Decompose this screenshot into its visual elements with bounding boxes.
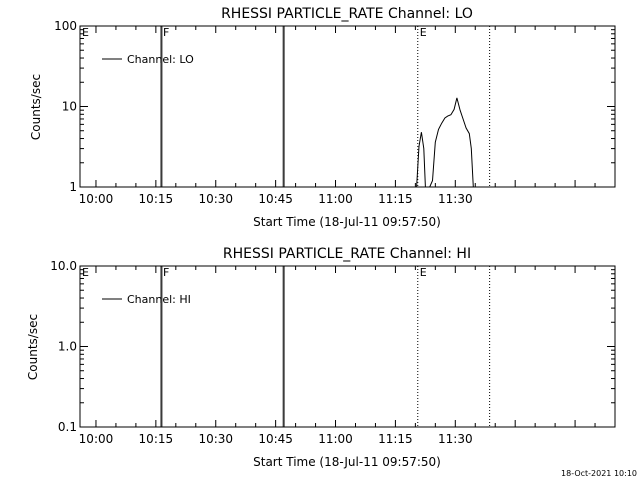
x-tick-label: 10:00 — [79, 432, 114, 446]
x-tick-label: 10:45 — [258, 192, 293, 206]
event-marker-label: F — [163, 26, 169, 39]
event-marker-label: E — [420, 266, 427, 279]
plot-frame — [79, 265, 616, 428]
x-tick-label: 11:00 — [318, 432, 353, 446]
x-tick-label: 11:30 — [438, 432, 473, 446]
x-tick-label: 10:15 — [139, 192, 174, 206]
event-marker-label: E — [82, 266, 89, 279]
event-marker-label: F — [163, 266, 169, 279]
y-tick-label: 1 — [69, 180, 77, 194]
event-marker-label: E — [82, 26, 89, 39]
series-line — [416, 97, 474, 188]
plot-frame — [79, 25, 616, 188]
y-tick-label: 10 — [62, 100, 77, 114]
y-axis-label: Counts/sec — [29, 74, 43, 140]
chart-title: RHESSI PARTICLE_RATE Channel: HI — [223, 246, 471, 262]
y-axis-label: Counts/sec — [26, 314, 40, 380]
x-tick-label: 10:30 — [198, 192, 233, 206]
chart-lo-channel: RHESSI PARTICLE_RATE Channel: LO Start T… — [29, 6, 616, 229]
y-tick-label: 10.0 — [50, 259, 77, 273]
chart-hi-channel: RHESSI PARTICLE_RATE Channel: HI Start T… — [26, 246, 616, 469]
y-tick-label: 0.1 — [58, 420, 77, 434]
legend-label: Channel: HI — [127, 293, 191, 306]
y-tick-label: 100 — [54, 19, 77, 33]
x-axis-label: Start Time (18-Jul-11 09:57:50) — [253, 455, 441, 469]
event-marker-label: E — [420, 26, 427, 39]
footer-timestamp: 18-Oct-2021 10:10 — [561, 469, 637, 478]
x-axis-label: Start Time (18-Jul-11 09:57:50) — [253, 215, 441, 229]
x-tick-label: 11:00 — [318, 192, 353, 206]
x-tick-label: 10:30 — [198, 432, 233, 446]
legend-label: Channel: LO — [127, 53, 194, 66]
x-tick-label: 11:30 — [438, 192, 473, 206]
y-tick-label: 1.0 — [58, 340, 77, 354]
chart-title: RHESSI PARTICLE_RATE Channel: LO — [221, 6, 473, 22]
x-tick-label: 10:45 — [258, 432, 293, 446]
x-tick-label: 10:00 — [79, 192, 114, 206]
x-tick-label: 11:15 — [378, 192, 413, 206]
x-tick-label: 11:15 — [378, 432, 413, 446]
x-tick-label: 10:15 — [139, 432, 174, 446]
